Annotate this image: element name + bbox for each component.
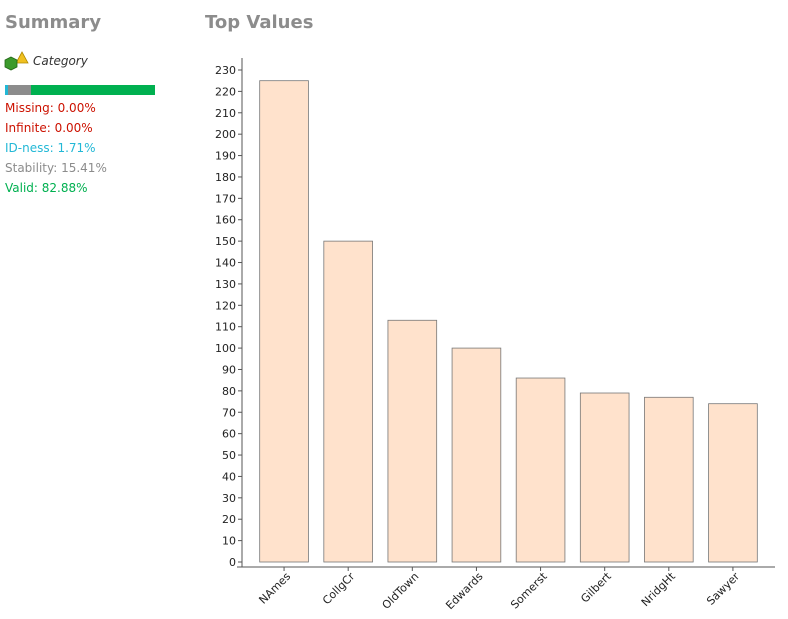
column-type-label: Category <box>33 54 88 68</box>
column-type: Category <box>4 50 88 72</box>
x-tick-label-names: NAmes <box>256 570 293 607</box>
y-tick-label: 230 <box>215 64 236 77</box>
bar-nridght <box>644 396 694 563</box>
y-tick-label: 110 <box>215 321 236 334</box>
y-tick-label: 20 <box>222 513 236 526</box>
bar-names <box>259 80 309 563</box>
x-tick-label-edwards: Edwards <box>443 570 485 612</box>
y-tick-label: 70 <box>222 406 236 419</box>
y-tick-label: 30 <box>222 492 236 505</box>
missing-stat: Missing: 0.00% <box>5 101 96 115</box>
quality-bar-id-ness <box>5 85 8 95</box>
bar-sawyer <box>708 403 758 563</box>
top-values-title: Top Values <box>205 12 314 33</box>
y-tick-label: 220 <box>215 85 236 98</box>
y-tick-label: 100 <box>215 342 236 355</box>
data-quality-bar <box>5 85 155 95</box>
y-tick-label: 60 <box>222 428 236 441</box>
infinite-stat: Infinite: 0.00% <box>5 121 93 135</box>
x-tick-label-collgcr: CollgCr <box>320 570 358 608</box>
y-tick-label: 90 <box>222 363 236 376</box>
x-tick-label-nridght: NridgHt <box>639 569 679 609</box>
y-tick-label: 190 <box>215 150 236 163</box>
y-tick-label: 10 <box>222 535 236 548</box>
y-tick-label: 180 <box>215 171 236 184</box>
y-tick-label: 80 <box>222 385 236 398</box>
bar-oldtown <box>387 319 438 563</box>
summary-title: Summary <box>5 12 102 33</box>
y-tick-label: 160 <box>215 214 236 227</box>
quality-bar-valid <box>30 85 155 95</box>
x-tick-label-gilbert: Gilbert <box>578 569 614 605</box>
y-tick-label: 210 <box>215 107 236 120</box>
y-tick-label: 120 <box>215 299 236 312</box>
y-tick-label: 170 <box>215 192 236 205</box>
valid-stat: Valid: 82.88% <box>5 181 88 195</box>
bar-edwards <box>451 347 502 563</box>
y-tick-label: 0 <box>229 556 236 569</box>
x-tick-label-somerst: Somerst <box>508 569 550 611</box>
bar-gilbert <box>579 392 630 563</box>
y-tick-label: 150 <box>215 235 236 248</box>
category-shapes-icon <box>4 51 29 71</box>
x-tick-label-oldtown: OldTown <box>380 570 422 612</box>
quality-bar-stability <box>7 85 31 95</box>
y-tick-label: 40 <box>222 470 236 483</box>
bar-collgcr <box>323 240 373 563</box>
y-tick-label: 140 <box>215 257 236 270</box>
bar-somerst <box>515 377 566 563</box>
x-tick-label-sawyer: Sawyer <box>704 570 742 608</box>
id-ness-stat: ID-ness: 1.71% <box>5 141 96 155</box>
y-tick-label: 50 <box>222 449 236 462</box>
y-tick-label: 200 <box>215 128 236 141</box>
y-tick-label: 130 <box>215 278 236 291</box>
stability-stat: Stability: 15.41% <box>5 161 107 175</box>
